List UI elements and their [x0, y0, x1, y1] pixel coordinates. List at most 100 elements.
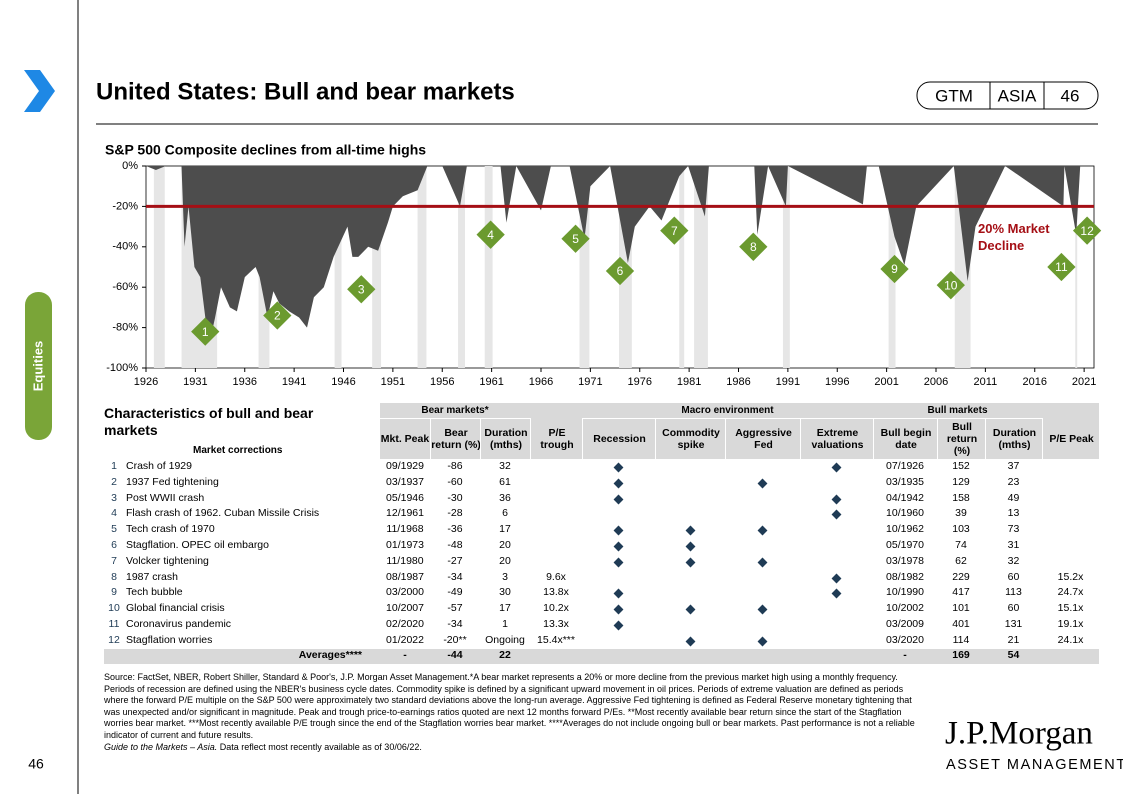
cell-value: 10/1962: [886, 523, 924, 536]
chart-title: S&P 500 Composite declines from all-time…: [105, 142, 426, 158]
column-header: Recession: [582, 418, 656, 459]
x-tick-label: 2006: [924, 376, 948, 388]
x-tick-label: 1971: [578, 376, 602, 388]
group-header: Macro environment: [582, 403, 873, 419]
y-tick-label: -60%: [112, 281, 138, 293]
tag: 46: [1061, 86, 1080, 105]
annotation-label: 11: [1055, 260, 1068, 274]
cell-value: 03/1937: [386, 475, 424, 488]
cell-value: 10/2002: [886, 602, 924, 615]
flag-diamond: [685, 604, 695, 615]
row-label: Post WWII crash: [126, 491, 205, 504]
x-tick-label: 2021: [1072, 376, 1096, 388]
flag-diamond: [613, 620, 624, 631]
cell-value: 05/1946: [386, 491, 424, 504]
annotation-marker: [1072, 216, 1102, 245]
cell-value: 13.3x: [543, 618, 569, 630]
column-header: Aggressive Fed: [725, 418, 801, 459]
annotation-label: 10: [944, 278, 958, 292]
column-header: Extreme valuations: [800, 418, 874, 459]
annotation-marker: [660, 216, 689, 245]
flag-diamond: [613, 478, 624, 489]
cell-value: -34: [447, 570, 463, 583]
cell-value: -30: [447, 491, 463, 504]
cell-value: 11: [108, 618, 120, 630]
column-header: Duration (mths): [985, 418, 1043, 459]
row-label: Volcker tightening: [126, 554, 209, 567]
cell-value: 24.7x: [1057, 586, 1084, 599]
column-header: Bear return (%): [430, 418, 481, 459]
tag: ASIA: [998, 86, 1037, 105]
flag-diamond: [757, 636, 768, 647]
row-label: Coronavirus pandemic: [126, 618, 232, 630]
row-label: Stagflation worries: [126, 633, 213, 646]
flag-diamond: [757, 478, 768, 489]
row-label: Averages****: [298, 648, 362, 661]
x-tick-label: 1986: [726, 376, 750, 388]
annotation-marker: [880, 254, 909, 284]
recession-band: [782, 166, 790, 368]
cell-value: 158: [952, 491, 970, 504]
drawdown-area: [146, 166, 1094, 340]
annotation-label: 6: [617, 264, 624, 278]
annotation-marker: [739, 232, 768, 261]
recession-band: [458, 166, 465, 368]
flag-diamond: [831, 509, 842, 520]
cell-value: 229: [952, 570, 970, 583]
cell-value: 03/2009: [886, 618, 924, 630]
row-label: 1987 crash: [126, 570, 178, 583]
annotation-marker: [936, 271, 965, 300]
tag-box: [916, 81, 1099, 110]
x-tick-label: 1936: [233, 376, 257, 388]
flag-diamond: [685, 541, 695, 552]
x-tick-label: 2011: [974, 376, 998, 388]
flag-diamond: [613, 557, 624, 568]
cell-value: 20: [499, 539, 511, 551]
cell-value: 5: [111, 523, 117, 536]
cell-value: 54: [1007, 648, 1020, 661]
cell-value: Ongoing: [485, 633, 525, 646]
tag: GTM: [935, 86, 973, 105]
cell-value: 11/1980: [386, 554, 424, 567]
cell-value: 04/1942: [886, 491, 924, 504]
cell-value: 129: [952, 475, 970, 488]
footnote-guide: Guide to the Markets – Asia.: [104, 741, 218, 752]
cell-value: -86: [447, 460, 463, 472]
cell-value: 31: [1007, 539, 1020, 551]
row-label: Crash of 1929: [126, 460, 192, 472]
cell-value: 2: [111, 475, 117, 488]
cell-value: 01/2022: [386, 633, 424, 646]
flag-diamond: [613, 541, 624, 552]
cell-value: 10/1990: [886, 586, 924, 599]
cell-value: 17: [499, 523, 511, 536]
recession-band: [153, 166, 165, 368]
cell-value: 21: [1007, 633, 1020, 646]
cell-value: 13: [1007, 507, 1020, 520]
y-tick-label: -80%: [112, 322, 138, 334]
cell-value: 03/1978: [886, 554, 924, 567]
cell-value: 49: [1007, 491, 1020, 504]
annotation-marker: [605, 256, 635, 286]
y-tick-label: -100%: [106, 362, 138, 374]
cell-value: -28: [447, 507, 463, 520]
column-header: Duration (mths): [480, 418, 531, 459]
footnote-source: Source: FactSet, NBER, Robert Shiller, S…: [104, 672, 915, 740]
group-header: Bear markets*: [380, 403, 530, 419]
cell-value: 17: [499, 602, 511, 615]
header-bg: [380, 403, 1099, 459]
cell-value: 101: [952, 602, 970, 615]
cell-value: 24.1x: [1057, 633, 1084, 646]
chevron-icon: [24, 70, 55, 112]
x-tick-label: 1951: [381, 376, 405, 388]
cell-value: 6: [502, 507, 508, 520]
x-tick-label: 1981: [677, 376, 701, 388]
cell-value: 7: [111, 554, 117, 567]
annotation-marker: [347, 275, 376, 304]
x-tick-label: 2016: [1023, 376, 1047, 388]
cell-value: 08/1987: [386, 570, 424, 583]
x-tick-label: 2001: [874, 376, 898, 388]
flag-diamond: [613, 462, 624, 473]
cell-value: 01/1973: [386, 539, 424, 551]
